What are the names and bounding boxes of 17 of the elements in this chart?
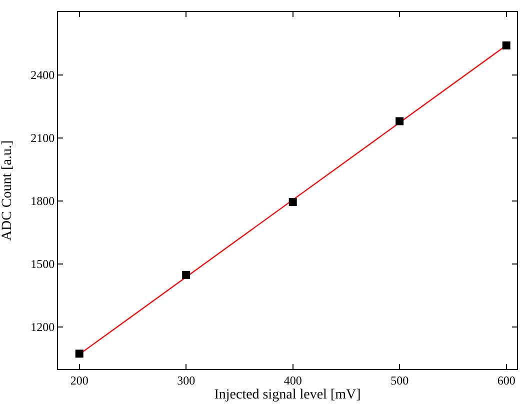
y-tick-label: 2100 <box>30 131 55 146</box>
x-tick-label: 300 <box>177 373 196 388</box>
x-tick-label: 200 <box>70 373 88 388</box>
point <box>288 198 297 206</box>
x-tick-label: 400 <box>284 373 302 388</box>
point <box>75 350 84 358</box>
y-tick-label: 1200 <box>30 320 55 334</box>
y-tick-label: 1500 <box>30 257 55 272</box>
point <box>182 270 190 279</box>
y-axis-title: ADC Count [a.u.] <box>0 140 16 241</box>
y-tick-label: 2400 <box>30 68 55 82</box>
y-tick-label: 1800 <box>30 194 55 208</box>
point <box>502 41 510 50</box>
x-axis-title: Injected signal level [mV] <box>214 388 361 403</box>
x-tick-label: 600 <box>497 373 516 388</box>
x-tick-label: 500 <box>390 373 409 388</box>
point <box>396 117 404 126</box>
